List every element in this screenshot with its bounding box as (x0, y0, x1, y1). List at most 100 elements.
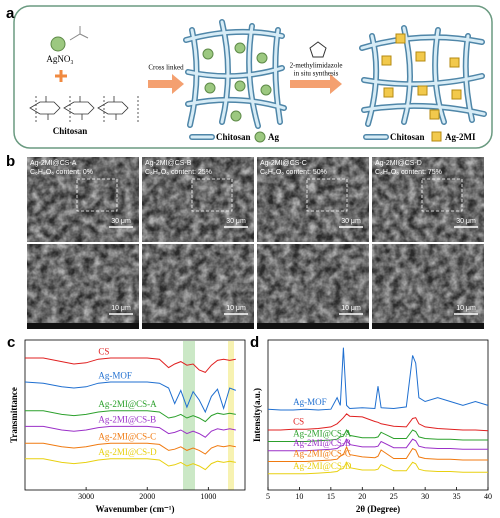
network (359, 25, 487, 127)
x-axis-title: 2θ (Degree) (356, 504, 400, 514)
panel-label: d (250, 334, 259, 351)
nitrate (69, 26, 89, 41)
network-part-part (230, 110, 242, 122)
arrow (148, 74, 184, 94)
scale-label: 10 μm (456, 305, 476, 312)
x-tick-label: 3000 (78, 492, 94, 501)
sample-name: Ag-2MI@CS-A (30, 160, 77, 167)
step-label: 2-methylimidazole (290, 62, 343, 70)
network-part-part (417, 85, 428, 96)
network-part (360, 35, 486, 116)
zoom-box (76, 178, 118, 212)
series-label: Ag-MOF (293, 397, 327, 407)
sem-panel: b 30 μm 10 μm Ag-2MI@CS-A C₆H₈O₆ content: 0… (6, 153, 484, 329)
network-part (381, 33, 462, 120)
plot-frame (267, 339, 489, 491)
series-line (268, 461, 488, 475)
series-label: Ag-2MI@CS-B (293, 438, 351, 448)
sample-name: Ag-2MI@CS-D (375, 160, 422, 167)
sem-image (257, 244, 369, 329)
series-label: Ag-2MI@CS-C (98, 431, 156, 441)
plus (55, 70, 67, 82)
sem-image (27, 244, 139, 329)
sem-image (142, 244, 254, 329)
network-part-part (204, 82, 216, 94)
sem-image (372, 244, 484, 329)
x-tick-label: 2000 (139, 492, 155, 501)
x-tick-label: 5 (266, 492, 270, 501)
network-part-part (260, 84, 272, 96)
series-line (268, 428, 488, 442)
legend-part (431, 131, 442, 142)
step-label: Cross linked (148, 64, 184, 72)
series-line (25, 425, 236, 438)
charts: c 3000 2000 1000 Wavenumber (cm⁻¹) Transmitta… (7, 334, 492, 514)
network-part-part (383, 87, 394, 98)
legend-label: Chitosan (390, 132, 425, 142)
zoom-box (421, 178, 463, 212)
x-tick-label: 40 (484, 492, 492, 501)
y-axis-title: Transmittance (9, 387, 19, 443)
network-part-part (451, 89, 462, 100)
arrow (290, 74, 342, 94)
legend: Chitosan Ag Chitosan Ag-2MI (189, 131, 476, 143)
network-part-part (234, 80, 246, 92)
series-label: CS (98, 346, 109, 356)
sample-name: Ag-2MI@CS-C (260, 160, 307, 167)
series-label: Ag-2MI@CS-A (293, 429, 352, 439)
y-axis-title: Intensity(a.u.) (252, 388, 262, 442)
scale-label: 10 μm (341, 305, 361, 312)
series-label: Ag-2MI@CS-B (98, 415, 156, 425)
x-tick-label: 20 (358, 492, 366, 501)
x-tick-label: 15 (327, 492, 335, 501)
highlight-band (228, 341, 234, 490)
highlight-band (183, 341, 195, 490)
chitosan-chain-part (29, 101, 129, 115)
polymer: Chitosan (53, 126, 88, 136)
sample-content: C₆H₈O₆ content: 75% (375, 169, 442, 176)
sem-image (372, 157, 484, 242)
panel-label: a (6, 5, 15, 22)
panel-label: c (7, 334, 15, 351)
sample-content: C₆H₈O₆ content: 25% (145, 169, 212, 176)
scale-label: 30 μm (341, 218, 361, 225)
scale-label: 10 μm (226, 305, 246, 312)
info-bar (257, 323, 369, 329)
network-part-part (202, 48, 214, 60)
series-line (268, 445, 488, 462)
reagent: AgNO₃ (46, 54, 73, 64)
series-label: CS (293, 416, 304, 426)
series-line (268, 438, 488, 452)
series-label: Ag-2MI@CS-C (293, 449, 351, 459)
zoom-box (191, 178, 233, 212)
x-tick-label: 35 (453, 492, 461, 501)
scheme: a AgNO₃ Chitosan Cross linked 2-methylim… (6, 5, 493, 149)
network-part-part (429, 109, 440, 120)
sample-name: Ag-2MI@CS-B (145, 160, 192, 167)
legend-label: Ag (268, 132, 279, 142)
x-tick-label: 1000 (200, 492, 216, 501)
network-part-part (449, 57, 460, 68)
chitosan-chain (29, 96, 139, 124)
info-bar (372, 323, 484, 329)
x-tick-label: 25 (390, 492, 398, 501)
x-tick-label: 10 (295, 492, 303, 501)
network-part (184, 30, 286, 110)
network-part (366, 26, 474, 126)
step-label: in situ synthesis (294, 70, 339, 78)
legend-label: Chitosan (216, 132, 251, 142)
network-part-part (256, 52, 268, 64)
series-line (268, 413, 489, 432)
sem-image (257, 157, 369, 242)
series-label: Ag-MOF (98, 370, 132, 380)
imidazole (309, 41, 327, 58)
series-line (25, 458, 236, 471)
series-line (267, 347, 489, 411)
series-line (25, 357, 236, 373)
legend-label: Ag-2MI (445, 132, 476, 142)
scale-label: 10 μm (111, 305, 131, 312)
zoom-box (306, 178, 348, 212)
plot-frame (24, 339, 246, 491)
series-line (25, 410, 236, 423)
